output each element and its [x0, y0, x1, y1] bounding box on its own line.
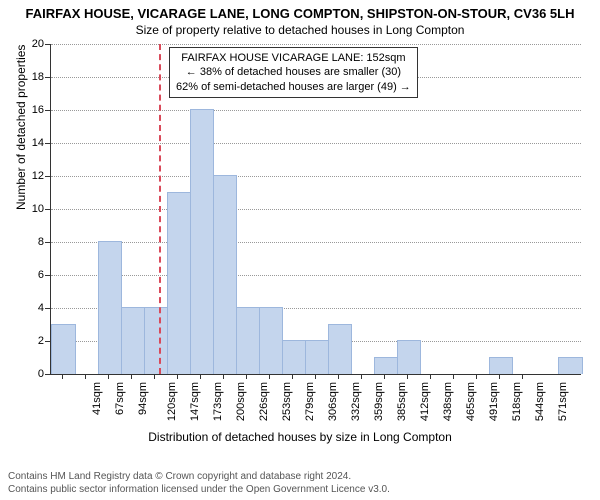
x-tick-label: 518sqm	[511, 382, 523, 421]
y-tickmark	[45, 176, 50, 177]
footer: Contains HM Land Registry data © Crown c…	[8, 470, 390, 496]
x-tick-label: 173sqm	[212, 382, 224, 421]
x-axis-title: Distribution of detached houses by size …	[0, 430, 600, 444]
x-tick-label: 465sqm	[465, 382, 477, 421]
x-tick-label: 200sqm	[235, 382, 247, 421]
histogram-bar	[236, 307, 260, 374]
y-tick-label: 10	[14, 203, 44, 215]
y-tick-label: 0	[14, 368, 44, 380]
marker-vline	[159, 44, 161, 374]
y-tickmark	[45, 77, 50, 78]
y-tickmark	[45, 308, 50, 309]
histogram-bar	[259, 307, 283, 374]
chart-title-main: FAIRFAX HOUSE, VICARAGE LANE, LONG COMPT…	[0, 0, 600, 21]
x-tick-label: 491sqm	[488, 382, 500, 421]
histogram-bar	[121, 307, 145, 374]
chart-area: FAIRFAX HOUSE VICARAGE LANE: 152sqm ← 38…	[50, 44, 580, 374]
x-tick-label: 438sqm	[442, 382, 454, 421]
histogram-bar	[51, 324, 75, 375]
x-tick-label: 94sqm	[137, 382, 149, 415]
plot: FAIRFAX HOUSE VICARAGE LANE: 152sqm ← 38…	[50, 44, 581, 375]
histogram-bar	[558, 357, 582, 375]
y-tick-label: 20	[14, 38, 44, 50]
x-tick-label: 544sqm	[534, 382, 546, 421]
annotation-line1: FAIRFAX HOUSE VICARAGE LANE: 152sqm	[176, 51, 411, 65]
annotation-box: FAIRFAX HOUSE VICARAGE LANE: 152sqm ← 38…	[169, 47, 418, 98]
histogram-bar	[144, 307, 168, 374]
x-tick-label: 253sqm	[281, 382, 293, 421]
histogram-bar	[167, 192, 191, 375]
x-tick-label: 67sqm	[114, 382, 126, 415]
x-tick-label: 226sqm	[258, 382, 270, 421]
histogram-bar	[98, 241, 122, 374]
y-tickmark	[45, 275, 50, 276]
x-tick-label: 41sqm	[91, 382, 103, 415]
y-tick-label: 12	[14, 170, 44, 182]
y-tick-label: 14	[14, 137, 44, 149]
x-tick-label: 120sqm	[166, 382, 178, 421]
x-tick-label: 385sqm	[396, 382, 408, 421]
y-tickmark	[45, 209, 50, 210]
histogram-bar	[328, 324, 352, 375]
histogram-bar	[489, 357, 513, 375]
x-tick-label: 279sqm	[304, 382, 316, 421]
footer-line1: Contains HM Land Registry data © Crown c…	[8, 470, 390, 483]
x-tick-label: 412sqm	[419, 382, 431, 421]
histogram-bar	[397, 340, 421, 374]
footer-line2: Contains public sector information licen…	[8, 483, 390, 496]
y-tick-label: 8	[14, 236, 44, 248]
y-tick-label: 2	[14, 335, 44, 347]
annotation-line3: 62% of semi-detached houses are larger (…	[176, 80, 411, 94]
chart-title-sub: Size of property relative to detached ho…	[0, 21, 600, 37]
x-tick-label: 306sqm	[327, 382, 339, 421]
x-tick-label: 147sqm	[189, 382, 201, 421]
y-tickmark	[45, 143, 50, 144]
x-tick-labels: 41sqm 67sqm 94sqm 120sqm 147sqm 173sqm 200sqm 2…	[50, 374, 580, 434]
histogram-bar	[282, 340, 306, 374]
y-tickmark	[45, 44, 50, 45]
y-tickmark	[45, 341, 50, 342]
y-tickmark	[45, 110, 50, 111]
y-axis-title: Number of detached properties	[14, 45, 28, 210]
x-tick-label: 332sqm	[350, 382, 362, 421]
histogram-bar	[374, 357, 398, 375]
y-tick-label: 6	[14, 269, 44, 281]
y-tick-label: 16	[14, 104, 44, 116]
x-tick-label: 359sqm	[373, 382, 385, 421]
x-tick-label: 571sqm	[558, 382, 570, 421]
y-tickmark	[45, 242, 50, 243]
histogram-bar	[305, 340, 329, 374]
histogram-bar	[190, 109, 214, 374]
histogram-bar	[213, 175, 237, 374]
y-tick-label: 4	[14, 302, 44, 314]
y-tick-label: 18	[14, 71, 44, 83]
annotation-line2: ← 38% of detached houses are smaller (30…	[176, 65, 411, 79]
